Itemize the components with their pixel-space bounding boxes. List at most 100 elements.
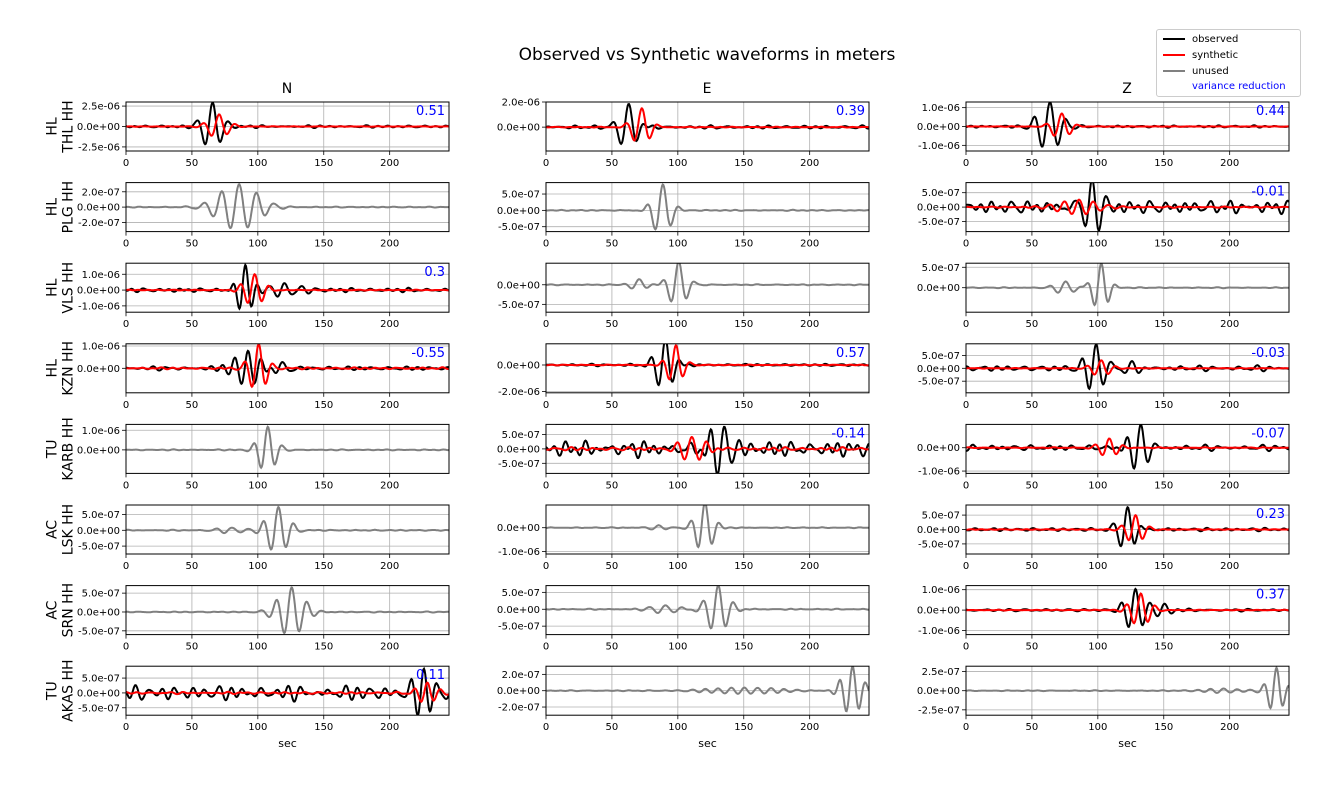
y-tick-label: 0.0e+00 xyxy=(917,443,960,454)
y-tick-label: 0.0e+00 xyxy=(917,525,960,536)
x-tick-label: 150 xyxy=(314,400,333,411)
panel-vls-hh-e: 0 50 100 150 200 -5.0e-07 0.0e+00 xyxy=(497,262,870,330)
x-tick-label: 150 xyxy=(314,480,333,491)
panel-grid: HLTHL HH0 50 100 150 200-2.5e-060.0e+002.5e-… xyxy=(45,98,1290,750)
y-tick-label: 0.0e+00 xyxy=(497,605,540,616)
x-tick-label: 50 xyxy=(606,239,619,250)
y-tick-label: 0.0e+00 xyxy=(77,203,120,214)
x-tick-label: 200 xyxy=(1220,722,1239,733)
x-tick-label: 200 xyxy=(1220,239,1239,250)
y-tick-label: -1.0e-06 xyxy=(78,301,120,312)
panel-frame xyxy=(545,585,870,636)
y-tick-label: 2.5e-06 xyxy=(82,102,120,113)
panel-akas-hh-n: 0 50 100 150 200 -5.0e-07 0.0e+00 5.0e-07 0.11 se… xyxy=(77,665,450,750)
y-tick-label: -5.0e-07 xyxy=(78,542,120,553)
synthetic-trace xyxy=(966,513,1289,542)
x-tick-label: 150 xyxy=(734,319,753,330)
y-tick-label: -5.0e-07 xyxy=(918,539,960,550)
row-network-karb-hh: TU xyxy=(45,439,61,459)
x-tick-label: 200 xyxy=(800,319,819,330)
x-tick-label: 200 xyxy=(380,642,399,653)
x-tick-label: 0 xyxy=(963,642,969,653)
y-tick-label: 0.0e+00 xyxy=(917,606,960,617)
synthetic-trace xyxy=(546,343,869,381)
unused-trace xyxy=(546,183,869,231)
x-tick-label: 50 xyxy=(1026,722,1039,733)
panel-frame xyxy=(545,343,870,394)
observed-trace xyxy=(966,343,1289,391)
synthetic-trace xyxy=(126,113,449,137)
y-tick-label: 0.0e+00 xyxy=(917,283,960,294)
panel-karb-hh-e: 0 50 100 150 200 -5.0e-07 0.0e+00 5.0e-07 -0.14 xyxy=(497,423,870,491)
y-tick-label: -2.5e-07 xyxy=(918,705,960,716)
x-tick-label: 100 xyxy=(668,319,687,330)
panel-kzn-hh-z: 0 50 100 150 200 -5.0e-07 0.0e+00 5.0e-07 -0.03 xyxy=(917,343,1290,411)
x-tick-label: 0 xyxy=(543,722,549,733)
y-tick-label: 0.0e+00 xyxy=(497,686,540,697)
x-tick-label: 50 xyxy=(606,722,619,733)
unused-trace xyxy=(546,505,869,549)
observed-trace xyxy=(966,182,1289,232)
x-tick-label: 0 xyxy=(543,239,549,250)
x-tick-label: 50 xyxy=(1026,561,1039,572)
x-tick-label: 50 xyxy=(186,239,199,250)
row-network-lsk-hh: AC xyxy=(45,520,61,539)
x-tick-label: 0 xyxy=(963,239,969,250)
y-tick-label: 0.0e+00 xyxy=(77,607,120,618)
y-tick-label: -1.0e-06 xyxy=(918,467,960,478)
x-tick-label: 100 xyxy=(1088,480,1107,491)
y-tick-label: -5.0e-07 xyxy=(918,217,960,228)
row-network-plg-hh: HL xyxy=(45,198,61,217)
panel-frame xyxy=(965,423,1290,474)
unused-trace xyxy=(126,586,449,635)
variance-reduction-value: 0.11 xyxy=(416,668,445,683)
panel-karb-hh-z: 0 50 100 150 200 -1.0e-06 0.0e+00 -0.07 xyxy=(917,423,1290,491)
x-tick-label: 0 xyxy=(963,400,969,411)
observed-trace xyxy=(126,263,449,311)
variance-reduction-value: 0.39 xyxy=(836,104,865,119)
x-tick-label: 100 xyxy=(248,158,267,169)
y-tick-label: 1.0e-06 xyxy=(922,585,960,596)
x-tick-label: 0 xyxy=(123,319,129,330)
y-tick-label: -1.0e-06 xyxy=(918,626,960,637)
x-tick-label: 50 xyxy=(606,642,619,653)
x-tick-label: 100 xyxy=(668,722,687,733)
x-tick-label: 200 xyxy=(380,480,399,491)
x-tick-label: 200 xyxy=(380,722,399,733)
y-tick-label: 1.0e-06 xyxy=(922,103,960,114)
row-station-plg-hh: PLG HH xyxy=(61,181,77,234)
y-tick-label: 5.0e-07 xyxy=(922,511,960,522)
x-tick-label: 200 xyxy=(1220,400,1239,411)
row-network-kzn-hh: HL xyxy=(45,359,61,378)
row-network-vls-hh: HL xyxy=(45,278,61,297)
x-tick-label: 200 xyxy=(800,480,819,491)
x-tick-label: 200 xyxy=(800,158,819,169)
x-tick-label: 50 xyxy=(1026,319,1039,330)
panel-akas-hh-z: 0 50 100 150 200 -2.5e-07 0.0e+00 2.5e-07 sec xyxy=(917,665,1290,750)
y-tick-label: 0.0e+00 xyxy=(497,523,540,534)
x-tick-label: 50 xyxy=(606,158,619,169)
unused-trace xyxy=(546,585,869,630)
x-tick-label: 150 xyxy=(734,561,753,572)
y-tick-label: 5.0e-07 xyxy=(82,510,120,521)
variance-reduction-value: -0.03 xyxy=(1251,346,1285,361)
panel-frame xyxy=(125,665,450,716)
legend-label-synthetic: synthetic xyxy=(1192,49,1239,61)
y-tick-label: -5.0e-07 xyxy=(918,377,960,388)
x-tick-label: 200 xyxy=(1220,319,1239,330)
x-tick-label: 200 xyxy=(380,400,399,411)
panel-frame xyxy=(125,262,450,313)
y-tick-label: 5.0e-07 xyxy=(502,190,540,201)
x-tick-label: 100 xyxy=(1088,319,1107,330)
synthetic-trace xyxy=(966,359,1289,376)
x-tick-label: 100 xyxy=(248,400,267,411)
legend-swatch-unused xyxy=(1163,70,1185,72)
y-tick-label: 1.0e-06 xyxy=(82,426,120,437)
x-tick-label: 0 xyxy=(543,480,549,491)
x-tick-label: 50 xyxy=(186,400,199,411)
unused-trace xyxy=(546,666,869,713)
x-tick-label: 100 xyxy=(668,239,687,250)
panel-frame xyxy=(545,182,870,233)
x-tick-label: 150 xyxy=(314,319,333,330)
